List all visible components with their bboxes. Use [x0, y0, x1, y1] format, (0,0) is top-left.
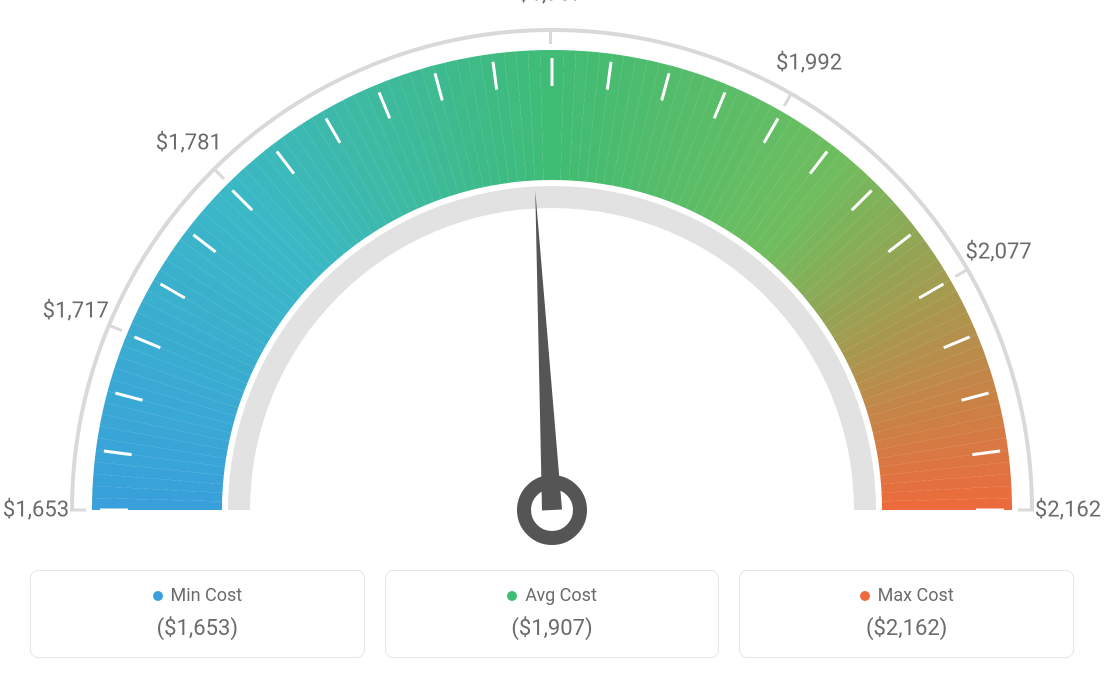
- dot-icon: [860, 591, 870, 601]
- card-label: Min Cost: [171, 585, 243, 606]
- card-header: Avg Cost: [406, 585, 699, 606]
- gauge-tick-label: $1,992: [776, 50, 842, 75]
- gauge-chart: $1,653 $1,717 $1,781 $1,907 $1,992 $2,077 $2,1…: [0, 0, 1104, 560]
- card-label: Avg Cost: [525, 585, 597, 606]
- max-cost-card: Max Cost ($2,162): [739, 570, 1074, 658]
- avg-cost-card: Avg Cost ($1,907): [385, 570, 720, 658]
- gauge-svg: [0, 0, 1104, 560]
- card-value: ($1,907): [406, 616, 699, 641]
- card-header: Min Cost: [51, 585, 344, 606]
- gauge-tick-label: $1,907: [517, 0, 583, 7]
- card-value: ($2,162): [760, 616, 1053, 641]
- dot-icon: [153, 591, 163, 601]
- card-label: Max Cost: [878, 585, 954, 606]
- min-cost-card: Min Cost ($1,653): [30, 570, 365, 658]
- summary-cards: Min Cost ($1,653) Avg Cost ($1,907) Max …: [0, 570, 1104, 658]
- card-header: Max Cost: [760, 585, 1053, 606]
- gauge-tick-label: $1,717: [43, 299, 109, 324]
- gauge-tick-label: $2,077: [966, 239, 1032, 264]
- card-value: ($1,653): [51, 616, 344, 641]
- gauge-tick-label: $1,653: [3, 498, 69, 523]
- gauge-tick-label: $1,781: [156, 131, 222, 156]
- dot-icon: [507, 591, 517, 601]
- gauge-tick-label: $2,162: [1035, 498, 1101, 523]
